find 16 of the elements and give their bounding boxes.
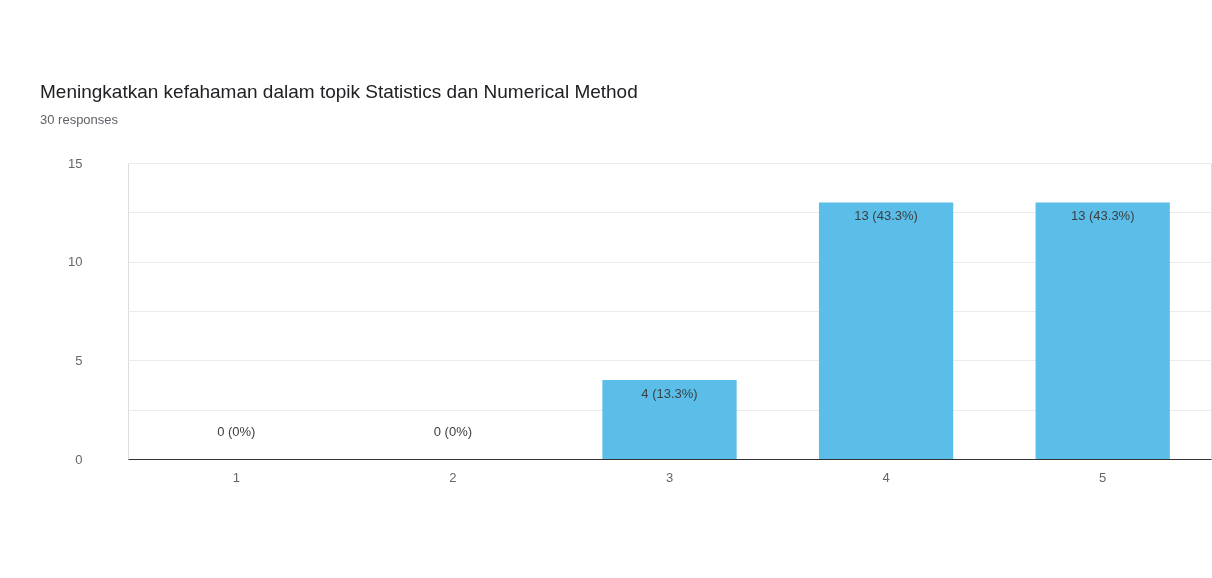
data-label: 4 (13.3%) — [641, 386, 698, 402]
data-label: 0 (0%) — [433, 424, 473, 439]
y-tick-label: 15 — [68, 155, 83, 171]
x-tick-label: 5 — [1099, 469, 1107, 485]
data-label: 13 (43.3%) — [854, 208, 918, 224]
y-tick-label: 5 — [75, 352, 83, 368]
x-tick-label: 1 — [232, 469, 240, 485]
data-label: 13 (43.3%) — [1070, 208, 1135, 224]
x-tick-label: 4 — [882, 469, 890, 485]
y-tick-label: 10 — [68, 254, 83, 270]
chart-title: Meningkatkan kefahaman dalam topik Statistics dan Numerical Method — [40, 81, 638, 102]
data-label: 0 (0%) — [217, 424, 256, 439]
x-tick-label: 2 — [449, 469, 457, 485]
x-tick-label: 3 — [665, 469, 674, 485]
y-tick-label: 0 — [75, 451, 83, 467]
chart-subtitle: 30 responses — [40, 112, 119, 127]
